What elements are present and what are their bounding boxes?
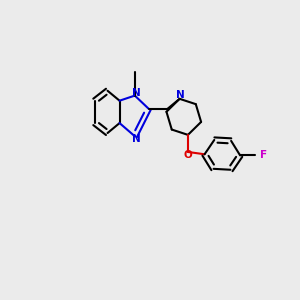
Text: N: N — [132, 88, 141, 98]
Text: F: F — [260, 150, 267, 161]
Text: N: N — [132, 134, 141, 144]
Text: O: O — [183, 150, 192, 160]
Text: N: N — [176, 90, 185, 100]
